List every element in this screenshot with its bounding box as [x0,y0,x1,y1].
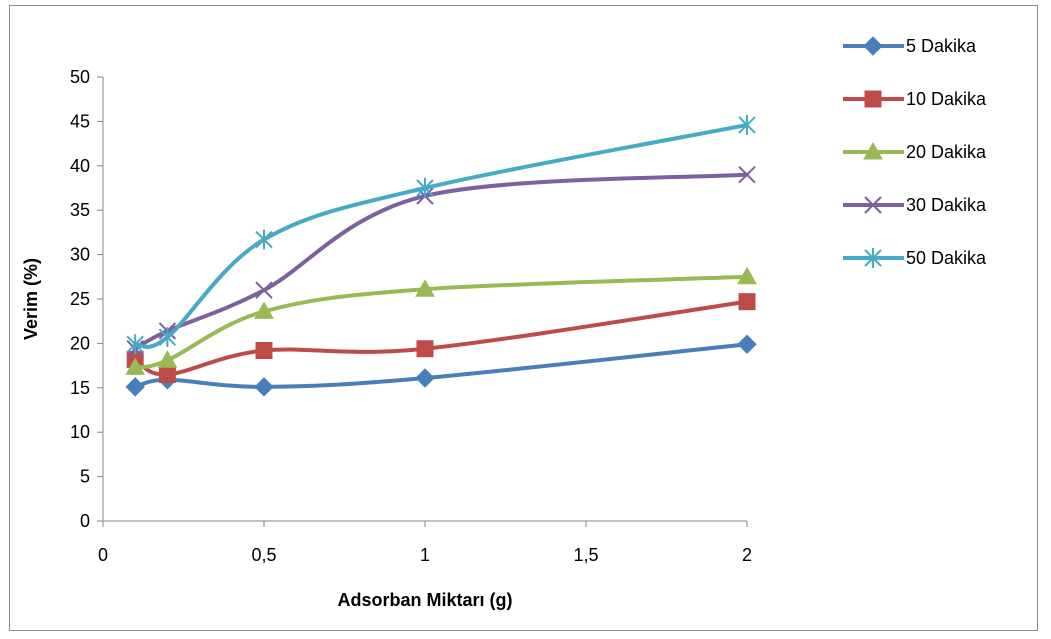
data-point-50-dakika [416,178,434,198]
data-point-50-dakika [255,229,273,250]
y-tick-label: 20 [70,333,90,353]
legend-marker-30-dakika [864,196,882,214]
data-point-50-dakika [126,334,144,355]
y-tick-label: 50 [70,67,90,87]
series-line-50-dakika [133,122,749,349]
y-tick-label: 30 [70,245,90,265]
legend-item-20-dakika: 20 Dakika [843,141,987,162]
data-point-20-dakika [737,266,757,285]
y-tick-label: 45 [70,111,90,131]
data-point-20-dakika [157,350,178,368]
legend-marker-10-dakika [864,90,882,108]
series-line-5-dakika [133,342,749,389]
y-tick-label: 15 [70,378,90,398]
series-line-10-dakika [133,299,749,377]
y-tick-label: 25 [70,289,90,309]
data-point-5-dakika [254,377,274,397]
data-point-20-dakika [415,279,435,297]
series-50-dakika [126,114,756,355]
series-10-dakika [126,293,756,383]
data-point-10-dakika [416,340,434,358]
legend-label: 20 Dakika [906,142,987,162]
y-tick-label: 40 [70,156,90,176]
data-point-5-dakika [415,368,435,388]
data-point-5-dakika [737,334,757,354]
data-point-20-dakika [254,301,274,319]
legend-marker-20-dakika [863,141,883,160]
y-tick-label: 10 [70,422,90,442]
y-tick-label: 35 [70,200,90,220]
series-5-dakika [125,334,757,397]
data-point-10-dakika [738,293,756,311]
chart-frame [9,5,1038,631]
data-point-5-dakika [125,377,145,397]
data-point-10-dakika [158,365,176,383]
series-line-30-dakika [133,172,749,351]
y-tick-label: 5 [80,467,90,487]
legend-label: 10 Dakika [906,89,987,109]
series-layer [125,114,757,397]
legend-item-5-dakika: 5 Dakika [843,36,977,56]
legend-item-30-dakika: 30 Dakika [843,195,987,215]
data-point-10-dakika [255,342,273,360]
x-tick-label: 2 [742,545,752,565]
data-point-50-dakika [158,327,177,348]
axes: 0 5 10 15 20 25 30 35 40 45 50 0 0,5 1 1,5 2 [70,67,752,565]
legend-label: 5 Dakika [906,36,977,56]
series-20-dakika [125,266,757,375]
x-tick-label: 0,5 [251,545,276,565]
data-point-30-dakika [738,165,756,184]
y-tick-label: 0 [80,511,90,531]
data-point-20-dakika [125,357,146,375]
data-point-30-dakika [255,281,273,299]
legend-item-10-dakika: 10 Dakika [843,89,987,109]
x-tick-label: 1,5 [573,545,598,565]
legend-label: 50 Dakika [906,248,987,268]
legend: 5 Dakika 10 Dakika 20 Dakika 30 Dakika 50 Da… [843,36,987,268]
x-tick-label: 0 [98,545,108,565]
legend-marker-50-dakika [864,248,882,268]
data-point-50-dakika [738,114,756,135]
legend-item-50-dakika: 50 Dakika [843,248,987,268]
legend-marker-5-dakika [863,36,883,56]
x-tick-label: 1 [420,545,430,565]
x-axis-title: Adsorban Miktarı (g) [337,590,512,610]
legend-label: 30 Dakika [906,195,987,215]
y-axis-title: Verim (%) [21,258,41,340]
